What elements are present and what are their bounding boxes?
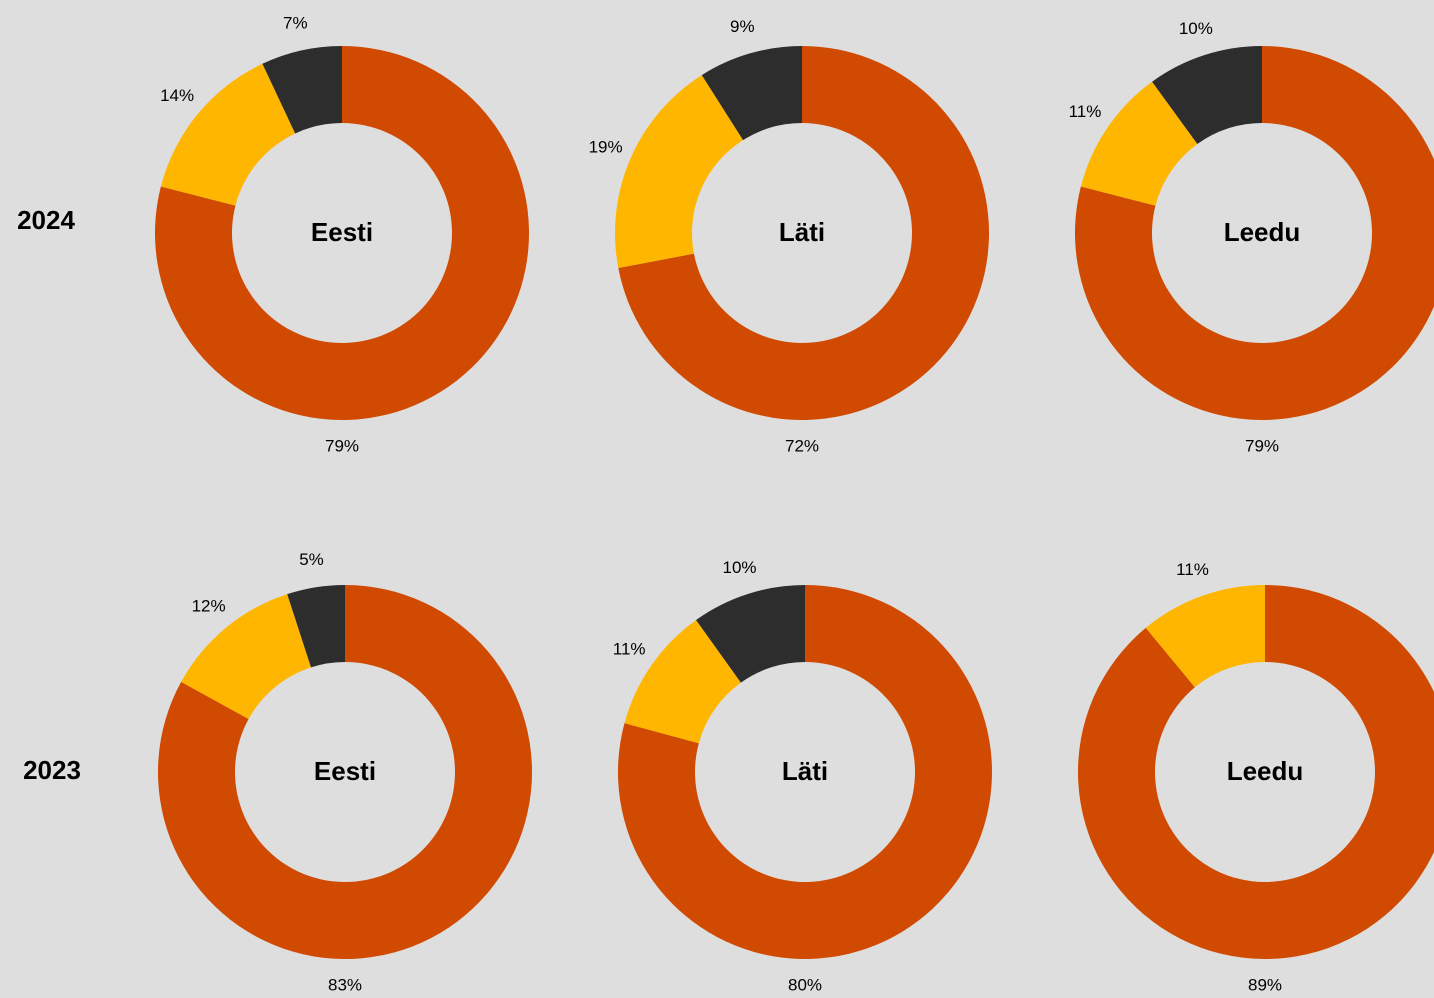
value-label: 12% <box>192 597 226 616</box>
donut-title: Läti <box>782 756 828 786</box>
donut-segment <box>1080 81 1198 206</box>
value-label: 10% <box>722 558 756 577</box>
donut-title: Leedu <box>1227 756 1304 786</box>
value-label: 14% <box>160 86 194 105</box>
donut-segment <box>262 46 342 134</box>
donut-segment <box>155 46 529 421</box>
donut-title: Leedu <box>1224 217 1301 247</box>
donut-segment <box>614 75 744 269</box>
donut-segment <box>696 585 805 683</box>
donut-title: Eesti <box>314 756 376 786</box>
value-label: 89% <box>1248 975 1282 994</box>
donut-segment <box>617 585 993 960</box>
donut-title: Eesti <box>311 217 373 247</box>
value-label: 5% <box>299 550 324 569</box>
donut-title: Läti <box>779 217 825 247</box>
donut-segment <box>701 46 802 141</box>
donut-segment <box>1145 585 1265 688</box>
value-label: 7% <box>283 14 308 33</box>
value-label: 79% <box>325 436 359 455</box>
value-label: 72% <box>785 436 819 455</box>
row-label: 2023 <box>23 755 81 785</box>
value-label: 19% <box>589 137 623 156</box>
donut-segment <box>158 585 532 960</box>
donut-segment <box>287 585 345 668</box>
donut-segment <box>160 63 296 206</box>
value-label: 11% <box>613 639 646 658</box>
value-label: 83% <box>328 975 362 994</box>
value-label: 79% <box>1245 436 1279 455</box>
row-label: 2024 <box>17 205 75 235</box>
donut-segment <box>1075 46 1434 420</box>
value-label: 9% <box>730 17 755 36</box>
donut-segment <box>1152 46 1262 145</box>
donut-segment <box>181 594 312 720</box>
donut-segment <box>624 620 741 744</box>
value-label: 11% <box>1176 560 1209 579</box>
value-label: 80% <box>788 975 822 994</box>
donut-segment <box>618 46 989 421</box>
donut-segment <box>1078 585 1434 959</box>
value-label: 10% <box>1179 19 1213 38</box>
value-label: 11% <box>1069 102 1102 121</box>
